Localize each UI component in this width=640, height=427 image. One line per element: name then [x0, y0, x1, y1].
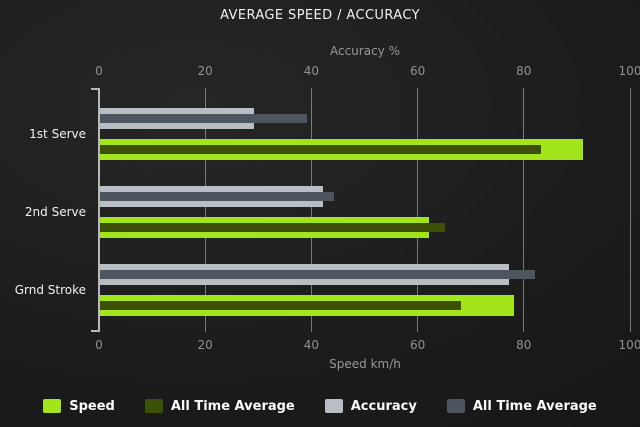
- top-axis-label: Accuracy %: [329, 44, 401, 58]
- bottom-axis-label: Speed km/h: [329, 357, 401, 371]
- bar-bottom-all-time-average[interactable]: [100, 301, 461, 310]
- category-label: 1st Serve: [29, 127, 86, 141]
- bottom-tick-20: 20: [197, 338, 213, 352]
- bar-top-all-time-average[interactable]: [100, 270, 535, 279]
- legend-swatch-all-time-average: [144, 399, 163, 413]
- top-tick-20: 20: [197, 64, 213, 78]
- bar-top-all-time-average[interactable]: [100, 114, 307, 123]
- legend-item-speed[interactable]: Speed: [43, 399, 115, 414]
- legend-item-all-time-average[interactable]: All Time Average: [446, 398, 597, 414]
- legend-swatch-speed: [43, 399, 62, 413]
- category-label: Grnd Stroke: [14, 283, 86, 297]
- legend-label: Accuracy: [350, 398, 417, 414]
- bottom-tick-0: 0: [95, 338, 103, 352]
- chart-title: AVERAGE SPEED / ACCURACY: [220, 8, 420, 23]
- bar-bottom-all-time-average[interactable]: [100, 145, 541, 154]
- bottom-tick-40: 40: [303, 338, 320, 352]
- legend-label: Speed: [69, 398, 115, 414]
- bottom-tick-80: 80: [516, 338, 532, 352]
- gridline-80: [523, 88, 525, 332]
- gridline-100: [629, 88, 631, 332]
- top-tick-100: 100: [618, 64, 640, 78]
- top-tick-80: 80: [516, 64, 532, 78]
- bottom-tick-60: 60: [409, 338, 426, 352]
- gridline-20: [204, 88, 206, 332]
- bar-top-all-time-average[interactable]: [100, 192, 334, 201]
- legend-label: All Time Average: [170, 398, 295, 414]
- legend: Speed All Time Average Accuracy All Time Av…: [0, 395, 640, 417]
- legend-swatch-accuracy: [324, 399, 343, 413]
- legend-swatch-all-time-average: [446, 399, 465, 413]
- top-tick-40: 40: [303, 64, 320, 78]
- top-tick-0: 0: [95, 64, 103, 78]
- bottom-tick-100: 100: [618, 338, 640, 352]
- top-tick-60: 60: [409, 64, 426, 78]
- y-axis-top-cap: [91, 88, 100, 90]
- gridline-40: [310, 88, 312, 332]
- legend-item-all-time-average[interactable]: All Time Average: [144, 398, 295, 414]
- gridline-60: [417, 88, 419, 332]
- bar-bottom-all-time-average[interactable]: [100, 223, 445, 232]
- legend-item-accuracy[interactable]: Accuracy: [324, 398, 417, 414]
- legend-label: All Time Average: [472, 398, 597, 414]
- y-axis-bottom-cap: [91, 330, 100, 332]
- category-label: 2nd Serve: [24, 205, 86, 219]
- y-axis-line: [98, 88, 100, 332]
